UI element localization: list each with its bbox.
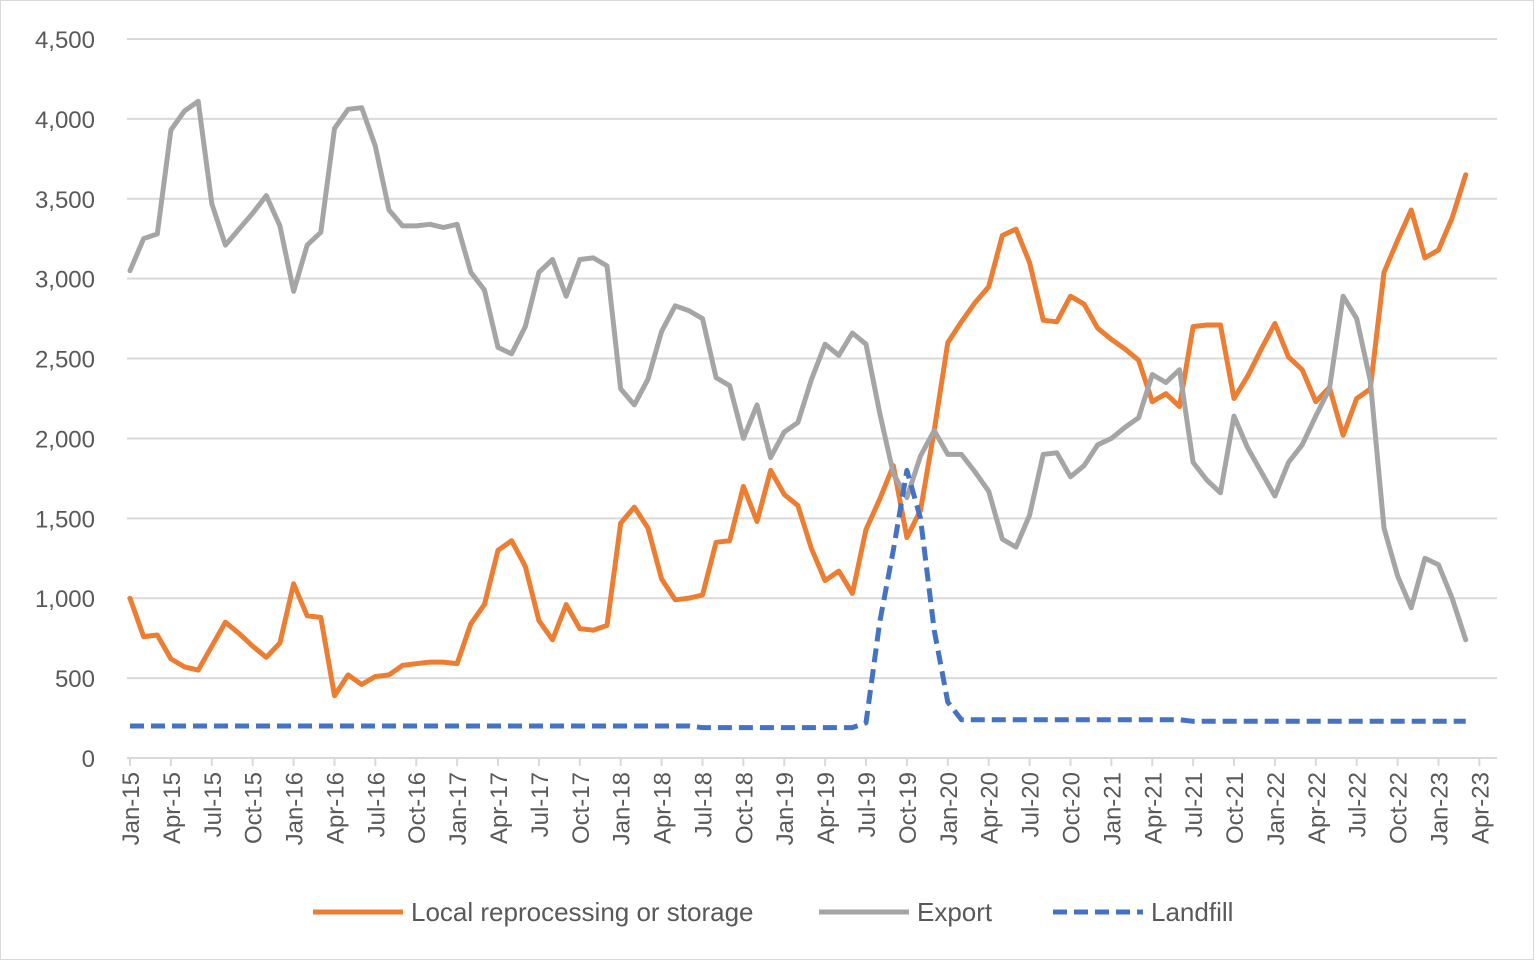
series-line-local-reprocessing-or-storage — [127, 172, 1469, 699]
y-tick-label: 3,500 — [35, 187, 95, 214]
x-tick-label: Jan-19 — [772, 772, 799, 845]
x-tick-label: Jul-20 — [1018, 772, 1045, 837]
x-tick-label: Apr-17 — [486, 772, 513, 844]
y-tick-label: 1,500 — [35, 506, 95, 533]
x-tick-label: Apr-22 — [1304, 772, 1331, 844]
legend-label: Export — [917, 897, 993, 927]
y-tick-label: 0 — [82, 746, 95, 773]
x-tick-label: Jan-22 — [1263, 772, 1290, 845]
y-tick-label: 2,500 — [35, 347, 95, 374]
x-tick-label: Jul-18 — [690, 772, 717, 837]
x-tick-label: Jul-16 — [363, 772, 390, 837]
x-tick-label: Jul-17 — [527, 772, 554, 837]
legend: Local reprocessing or storage Export Landf… — [313, 897, 1233, 927]
x-tick-label: Jul-15 — [200, 772, 227, 837]
x-tick-label: Apr-23 — [1467, 772, 1494, 844]
x-tick-label: Oct-16 — [404, 772, 431, 844]
x-tick-label: Apr-21 — [1140, 772, 1167, 844]
x-tick-label: Apr-19 — [813, 772, 840, 844]
x-tick-label: Oct-21 — [1222, 772, 1249, 844]
x-tick-label: Apr-18 — [650, 772, 677, 844]
series-lines — [127, 98, 1469, 731]
x-tick-label: Oct-18 — [731, 772, 758, 844]
x-tick-label: Oct-17 — [568, 772, 595, 844]
x-tick-label: Jan-21 — [1099, 772, 1126, 845]
x-tick-label: Apr-16 — [322, 772, 349, 844]
x-tick-label: Jul-19 — [854, 772, 881, 837]
x-tick-label: Apr-20 — [977, 772, 1004, 844]
x-tick-label: Jan-16 — [282, 772, 309, 845]
x-tick-label: Apr-15 — [159, 772, 186, 844]
x-tick-label: Oct-15 — [241, 772, 268, 844]
x-tick-label: Jan-17 — [445, 772, 472, 845]
x-axis-ticks: Jan-15 Apr-15 Jul-15 Oct-15 Jan-16 Apr-16 Jul-… — [118, 758, 1494, 845]
series-line-export — [127, 98, 1469, 643]
series-line-landfill — [130, 467, 1466, 731]
y-tick-label: 1,000 — [35, 586, 95, 613]
x-tick-label: Oct-22 — [1386, 772, 1413, 844]
y-axis-ticks: 0 500 1,000 1,500 2,000 2,500 3,000 3,500 4,000 4… — [35, 27, 95, 773]
y-tick-label: 2,000 — [35, 426, 95, 453]
legend-label: Landfill — [1151, 897, 1233, 927]
x-tick-label: Oct-20 — [1058, 772, 1085, 844]
x-tick-label: Jan-20 — [936, 772, 963, 845]
x-tick-label: Jan-18 — [609, 772, 636, 845]
x-tick-label: Jan-23 — [1426, 772, 1453, 845]
x-tick-label: Oct-19 — [895, 772, 922, 844]
y-tick-label: 3,000 — [35, 267, 95, 294]
x-tick-label: Jul-21 — [1181, 772, 1208, 837]
y-tick-label: 4,500 — [35, 27, 95, 54]
x-tick-label: Jan-15 — [118, 772, 145, 845]
y-tick-label: 4,000 — [35, 107, 95, 134]
legend-label: Local reprocessing or storage — [411, 897, 754, 927]
y-tick-label: 500 — [55, 666, 95, 693]
x-tick-label: Jul-22 — [1345, 772, 1372, 837]
